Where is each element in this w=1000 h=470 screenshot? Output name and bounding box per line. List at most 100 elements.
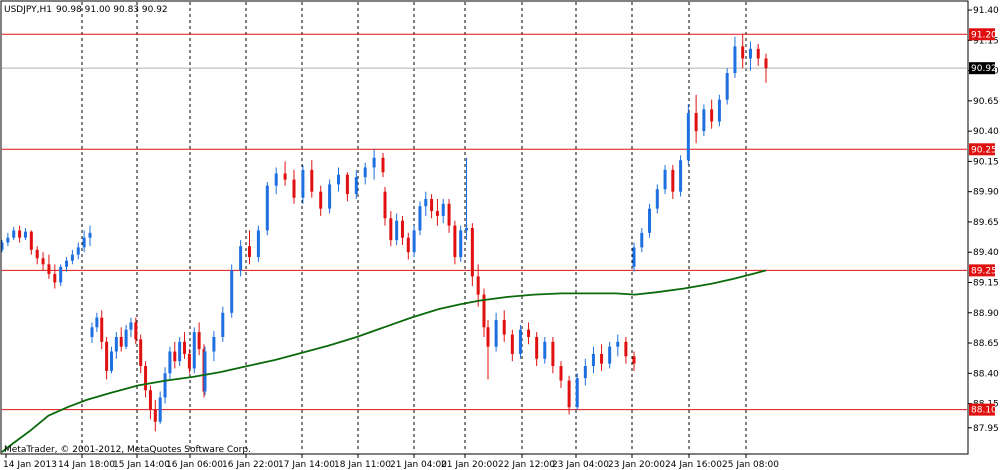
- candle-body: [671, 169, 675, 192]
- candle-body: [459, 230, 463, 258]
- candle: [148, 385, 152, 420]
- candle: [0, 240, 4, 253]
- candle: [109, 346, 113, 374]
- level-label: 88.10: [971, 406, 997, 416]
- candle-body: [482, 294, 486, 328]
- candle-body: [70, 254, 74, 261]
- candle-body: [158, 397, 162, 422]
- current-price-box: [969, 62, 995, 75]
- candle: [310, 160, 314, 198]
- candle: [412, 225, 416, 258]
- candle-body: [679, 160, 683, 192]
- candle: [494, 312, 498, 352]
- time-tick-label: 24 Jan 16:00: [665, 460, 722, 470]
- candle: [158, 391, 162, 425]
- candle-body: [559, 366, 563, 381]
- candle-body: [129, 322, 133, 330]
- candle-body: [203, 351, 207, 392]
- candle: [124, 324, 128, 350]
- candle-body: [35, 249, 39, 259]
- candle-body: [527, 329, 531, 337]
- candle: [465, 157, 469, 241]
- candle: [119, 327, 123, 352]
- candle-body: [221, 312, 225, 337]
- candle-body: [12, 230, 16, 238]
- candle-body: [163, 373, 167, 398]
- candle: [510, 329, 514, 362]
- candle: [178, 336, 182, 367]
- candle: [600, 344, 604, 371]
- candle-body: [600, 353, 604, 364]
- candle: [648, 203, 652, 238]
- candle-body: [389, 218, 393, 241]
- candle: [173, 341, 177, 369]
- candle: [383, 186, 387, 226]
- candle-body: [105, 341, 109, 371]
- candle: [435, 198, 439, 226]
- candle: [694, 94, 698, 144]
- candle: [144, 361, 148, 398]
- candle-body: [435, 211, 439, 216]
- candle: [114, 332, 118, 359]
- candle-body: [725, 73, 729, 100]
- candle: [65, 257, 69, 272]
- candle-body: [583, 366, 587, 379]
- candle-body: [764, 58, 768, 69]
- candle: [41, 252, 45, 271]
- candle-body: [655, 189, 659, 209]
- vertical-gridlines: [81, 2, 747, 452]
- candle-body: [187, 353, 191, 369]
- candle-body: [345, 174, 349, 195]
- time-tick-label: 25 Jan 08:00: [722, 460, 779, 470]
- candle: [527, 322, 531, 345]
- level-label-box: [969, 403, 995, 416]
- candle: [12, 226, 16, 241]
- candle-body: [328, 184, 332, 209]
- candle: [183, 332, 187, 359]
- candle: [88, 225, 92, 247]
- candle-body: [591, 353, 595, 367]
- candle: [663, 165, 667, 195]
- candle-body: [447, 203, 451, 226]
- candle: [6, 232, 10, 247]
- candle-body: [406, 237, 410, 253]
- candle-body: [741, 46, 745, 59]
- candle-body: [756, 48, 760, 59]
- candle-body: [192, 332, 196, 369]
- candle: [671, 165, 675, 199]
- candle: [756, 43, 760, 66]
- candle-body: [283, 173, 287, 180]
- candle: [337, 167, 340, 192]
- candle-body: [148, 390, 152, 410]
- candle: [70, 249, 74, 265]
- candle: [741, 34, 745, 69]
- candle: [230, 264, 234, 318]
- candle-body: [412, 230, 416, 253]
- candle: [256, 225, 260, 262]
- price-tick-label: 89.15: [973, 278, 999, 288]
- candle: [23, 228, 27, 241]
- candle: [168, 346, 172, 380]
- time-tick-label: 23 Jan 20:00: [608, 460, 665, 470]
- candle-body: [23, 231, 27, 238]
- candle: [292, 169, 296, 204]
- candle-body: [53, 274, 57, 283]
- candle-body: [567, 380, 571, 408]
- candle-body: [486, 327, 490, 347]
- candle: [274, 167, 278, 195]
- candle: [395, 213, 399, 245]
- level-label-box: [969, 143, 995, 156]
- candle-body: [274, 173, 278, 186]
- candle-body: [551, 341, 555, 367]
- ohlc-readout: 90.98 91.00 90.83 90.92: [56, 5, 168, 15]
- candle: [575, 373, 579, 410]
- time-tick-label: 22 Jan 12:00: [498, 460, 555, 470]
- candle: [301, 165, 305, 204]
- candle: [35, 246, 39, 265]
- price-tick-label: 91.40: [973, 6, 999, 16]
- candle-body: [543, 341, 547, 359]
- candle-body: [301, 169, 305, 198]
- candle-body: [686, 112, 690, 161]
- price-tick-label: 88.90: [973, 309, 999, 319]
